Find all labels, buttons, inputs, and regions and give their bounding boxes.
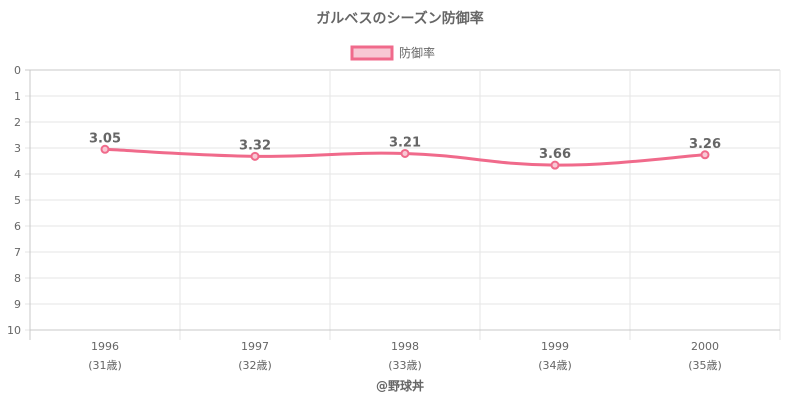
y-tick-label: 6 (14, 220, 21, 233)
y-tick-label: 10 (7, 324, 21, 337)
y-tick-label: 7 (14, 246, 21, 259)
x-tick-label: 1996 (91, 340, 119, 353)
x-tick-label: 2000 (691, 340, 719, 353)
x-tick-sublabel: (31歳) (88, 359, 122, 372)
data-point[interactable] (100, 144, 110, 154)
grid (25, 69, 781, 340)
x-tick-sublabel: (34歳) (538, 359, 572, 372)
data-label: 3.32 (239, 138, 271, 153)
x-tick-sublabel: (32歳) (238, 359, 272, 372)
y-tick-label: 3 (14, 142, 21, 155)
x-tick-label: 1997 (241, 340, 269, 353)
y-tick-label: 1 (14, 90, 21, 103)
y-tick-label: 0 (14, 64, 21, 77)
data-point[interactable] (550, 160, 560, 170)
y-tick-label: 5 (14, 194, 21, 207)
x-tick-label: 1999 (541, 340, 569, 353)
tick-labels: 0 1 2 3 4 5 6 7 8 9 10 1996 (31歳) 1997 (32歳) 1998 (33歳) 1… (7, 64, 722, 372)
legend-label: 防御率 (399, 45, 435, 60)
data-point[interactable] (400, 148, 410, 158)
legend-swatch (350, 45, 394, 61)
data-label: 3.21 (389, 135, 421, 150)
x-tick-sublabel: (33歳) (388, 359, 422, 372)
y-tick-label: 2 (14, 116, 21, 129)
y-tick-label: 8 (14, 272, 21, 285)
series-layer (100, 144, 710, 170)
data-labels: 3.05 3.32 3.21 3.66 3.26 (89, 131, 721, 162)
x-tick-sublabel: (35歳) (688, 359, 722, 372)
legend[interactable]: 防御率 (350, 45, 435, 61)
data-point[interactable] (250, 151, 260, 161)
credit-text: @野球丼 (376, 378, 424, 393)
x-tick-label: 1998 (391, 340, 419, 353)
y-tick-label: 9 (14, 298, 21, 311)
data-point[interactable] (700, 150, 710, 160)
data-label: 3.26 (689, 137, 721, 152)
y-tick-label: 4 (14, 168, 21, 181)
data-label: 3.66 (539, 147, 571, 162)
chart-title: ガルベスのシーズン防御率 (316, 10, 484, 27)
data-label: 3.05 (89, 131, 121, 146)
